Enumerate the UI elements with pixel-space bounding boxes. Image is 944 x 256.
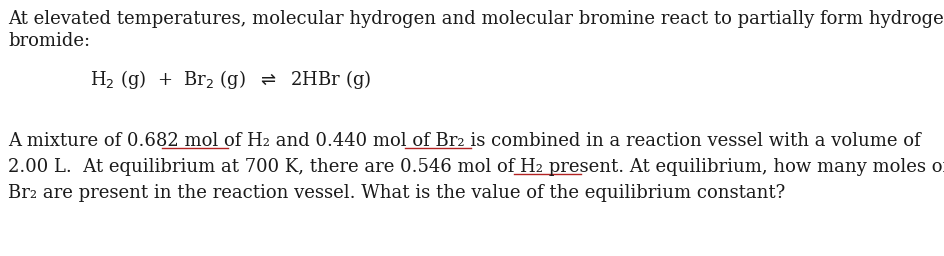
Text: 2.00 L.  At equilibrium at 700 K, there are 0.546 mol of H₂ present. At equilibr: 2.00 L. At equilibrium at 700 K, there a… bbox=[8, 158, 944, 176]
Text: Br₂ are present in the reaction vessel. What is the value of the equilibrium con: Br₂ are present in the reaction vessel. … bbox=[8, 184, 785, 202]
Text: A mixture of 0.682 mol of H₂ and 0.440 mol of Br₂ is combined in a reaction vess: A mixture of 0.682 mol of H₂ and 0.440 m… bbox=[8, 132, 920, 150]
Text: At elevated temperatures, molecular hydrogen and molecular bromine react to part: At elevated temperatures, molecular hydr… bbox=[8, 10, 944, 28]
Text: H$_2$ (g)  +  Br$_2$ (g)  $\rightleftharpoons$  2HBr (g): H$_2$ (g) + Br$_2$ (g) $\rightleftharpoo… bbox=[90, 68, 371, 91]
Text: bromide:: bromide: bbox=[8, 32, 90, 50]
